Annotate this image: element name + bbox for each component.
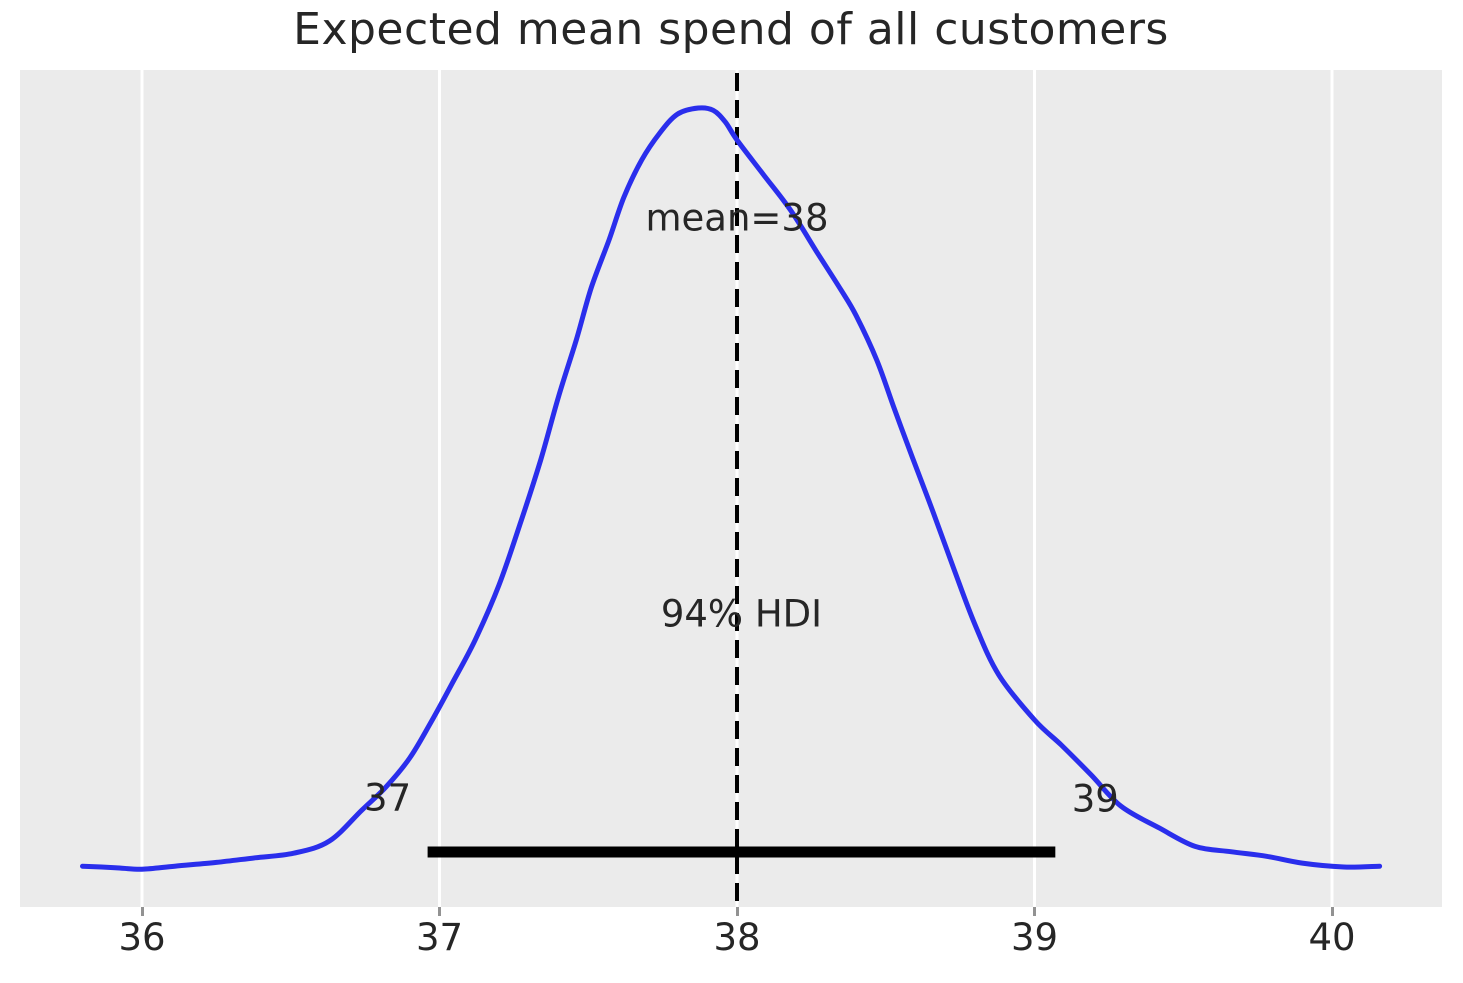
kde-plot-canvas (80, 70, 1383, 907)
density-curve (80, 105, 1383, 872)
x-tick-label-38: 38 (713, 916, 761, 959)
mean-annotation: mean=38 (645, 196, 829, 240)
x-tick-label-36: 36 (118, 916, 166, 959)
x-tick-mark-39 (1033, 907, 1036, 916)
x-tick-mark-40 (1330, 907, 1334, 916)
x-tick-mark-38 (735, 907, 739, 916)
x-tick-label-39: 39 (1010, 916, 1059, 959)
chart-title: Expected mean spend of all customers (293, 4, 1169, 55)
x-tick-label-40: 40 (1308, 916, 1356, 959)
hdi-annotation: 94% HDI (660, 592, 823, 636)
x-tick-label-37: 37 (415, 916, 464, 959)
hdi-lower-bound-label: 37 (364, 776, 412, 820)
hdi-upper-bound-label: 39 (1071, 777, 1119, 821)
plot-area: mean=38 94% HDI 37 39 (20, 70, 1442, 907)
x-tick-mark-37 (438, 907, 441, 916)
x-tick-mark-36 (140, 907, 144, 916)
x-axis: 36 37 38 39 40 (0, 907, 1463, 983)
